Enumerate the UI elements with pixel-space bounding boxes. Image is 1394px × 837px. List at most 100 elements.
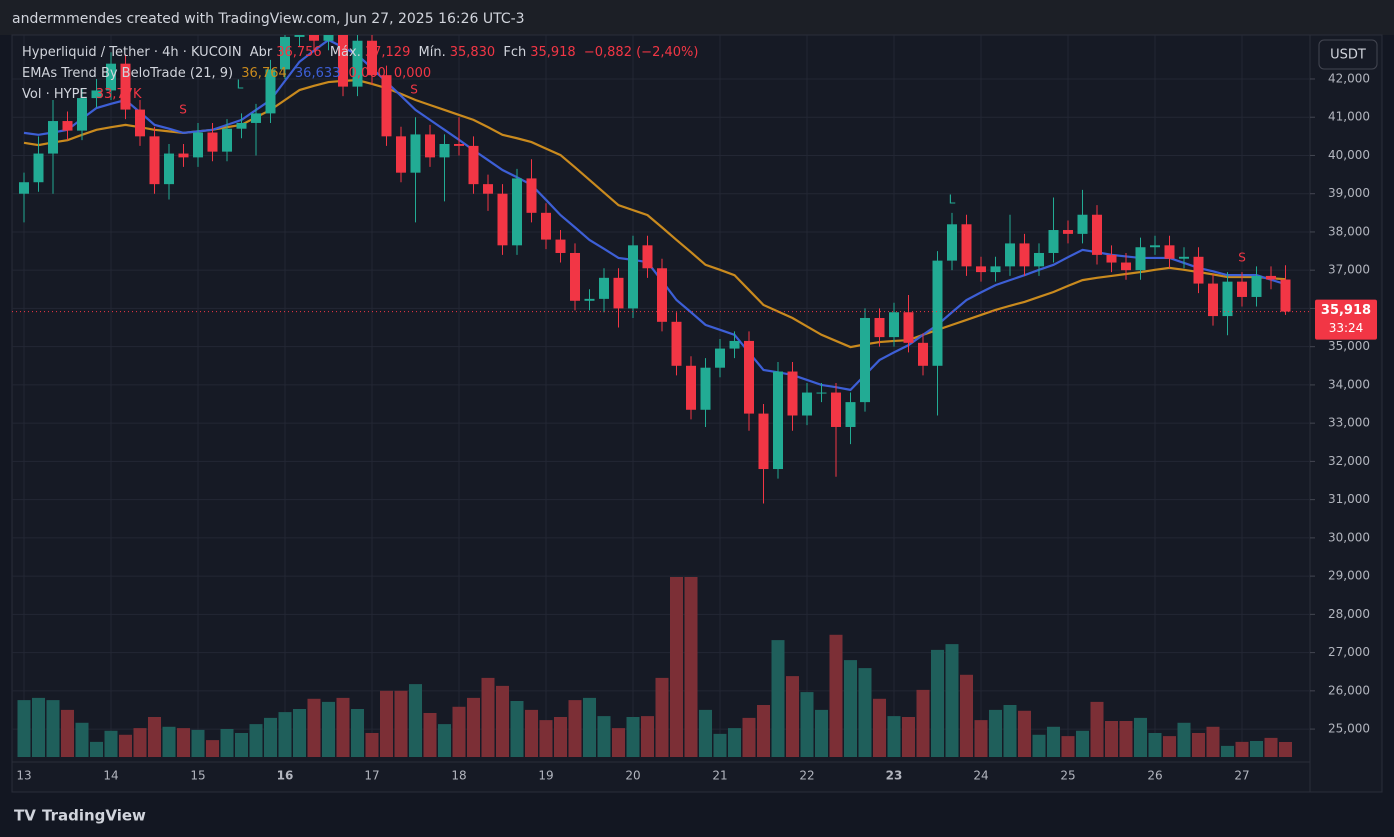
candle-body <box>236 122 247 129</box>
volume-bar <box>1235 741 1249 757</box>
candle-body <box>613 277 624 309</box>
candle-body <box>91 90 102 99</box>
ema-line <box>23 38 1286 392</box>
volume-value: 33,77K <box>95 87 142 102</box>
volume-bar <box>191 729 205 757</box>
volume-bar <box>699 709 712 757</box>
volume-bar <box>90 741 103 757</box>
candle-body <box>222 128 232 152</box>
volume-bar <box>220 729 234 757</box>
open-label: Abr <box>249 45 273 60</box>
y-tick-label: 35,000 <box>1328 339 1370 353</box>
y-tick-label: 30,000 <box>1328 530 1370 544</box>
volume-bar <box>1163 736 1176 757</box>
open-value: 36,756 <box>276 45 322 60</box>
candle-body <box>1179 256 1189 259</box>
volume-bar <box>148 717 161 757</box>
legend-indicator: EMAs Trend By BeloTrade (21, 9) 36,764 3… <box>22 66 435 81</box>
candle-body <box>1251 275 1262 297</box>
volume-bar <box>554 717 567 757</box>
candle-body <box>671 321 682 366</box>
candle-body <box>874 317 885 338</box>
candle-body <box>1063 230 1073 234</box>
volume-bar <box>568 700 582 757</box>
candle-body <box>207 132 218 152</box>
volume-bar <box>974 720 988 757</box>
candle-body <box>1092 214 1102 255</box>
volume-bar <box>46 700 60 757</box>
candle-body <box>541 212 551 240</box>
candle-body <box>178 153 189 158</box>
volume-bar <box>989 709 1002 757</box>
volume-bar <box>481 677 495 757</box>
candle-body <box>628 245 638 309</box>
candle-body <box>845 402 856 427</box>
volume-bar <box>931 649 944 757</box>
candle-body <box>120 63 131 110</box>
x-tick-label: 14 <box>103 769 118 783</box>
candle-body <box>555 239 566 253</box>
volume-bar <box>670 577 683 757</box>
volume-bar <box>510 701 524 757</box>
candle-body <box>454 143 464 146</box>
candle-body <box>135 109 145 137</box>
close-label: Fch <box>503 45 527 60</box>
volume-bar <box>1119 721 1133 757</box>
candle-body <box>918 342 928 366</box>
currency-button[interactable] <box>1318 39 1378 70</box>
top-bar <box>0 0 1394 35</box>
symbol: Hyperliquid / Tether · 4h · KUCOIN <box>22 45 242 60</box>
volume-bar <box>394 690 408 757</box>
volume-bar <box>1047 726 1060 757</box>
candle-body <box>352 40 363 87</box>
y-tick-label: 33,000 <box>1328 416 1370 430</box>
volume-bar <box>351 709 364 757</box>
volume-bar <box>800 692 814 757</box>
candle-body <box>468 145 479 185</box>
indicator-name: EMAs Trend By BeloTrade (21, 9) <box>22 66 234 81</box>
x-tick-label: 26 <box>1147 769 1162 783</box>
candle-body <box>599 277 609 299</box>
volume-bar <box>75 722 89 757</box>
price-label-box <box>1315 299 1377 340</box>
y-tick-label: 32,000 <box>1328 454 1370 468</box>
candle-body <box>1193 256 1204 284</box>
candle-body <box>439 143 450 158</box>
candle-body <box>860 317 870 403</box>
x-tick-label: 16 <box>277 769 294 783</box>
volume-bar <box>887 716 901 757</box>
candle-body <box>889 312 899 338</box>
volume-bar <box>655 677 669 757</box>
indicator-value: 0,000 <box>348 66 386 81</box>
header-text: andermmendes created with TradingView.co… <box>12 11 525 27</box>
volume-bar <box>728 728 741 757</box>
volume-bar <box>336 697 350 757</box>
volume-bar <box>1076 730 1089 757</box>
volume-bar <box>264 717 277 757</box>
candle-body <box>396 136 406 173</box>
indicator-value: 36,764 <box>241 66 287 81</box>
volume-bar <box>641 716 654 757</box>
volume-bar <box>61 709 74 757</box>
candle-body <box>787 371 798 416</box>
candle-body <box>1048 230 1059 253</box>
countdown: 33:24 <box>1329 321 1364 335</box>
volume-bar <box>1134 717 1147 757</box>
candle-body <box>1208 283 1218 317</box>
indicator-value: 36,633 <box>294 66 341 81</box>
volume-bar <box>916 689 930 757</box>
y-tick-label: 34,000 <box>1328 377 1370 391</box>
y-tick-label: 25,000 <box>1328 722 1370 736</box>
candle-body <box>526 178 537 213</box>
candle-body <box>280 36 290 70</box>
candle-body <box>1005 243 1015 267</box>
candle-body <box>1280 279 1291 312</box>
volume-bar <box>1003 705 1017 757</box>
volume-bar <box>597 716 611 757</box>
volume-bar <box>467 697 480 757</box>
signal-label: L <box>949 193 956 207</box>
candle-body <box>1222 281 1233 317</box>
volume-name: Vol · HYPE <box>22 87 88 102</box>
candle-body <box>323 35 334 41</box>
